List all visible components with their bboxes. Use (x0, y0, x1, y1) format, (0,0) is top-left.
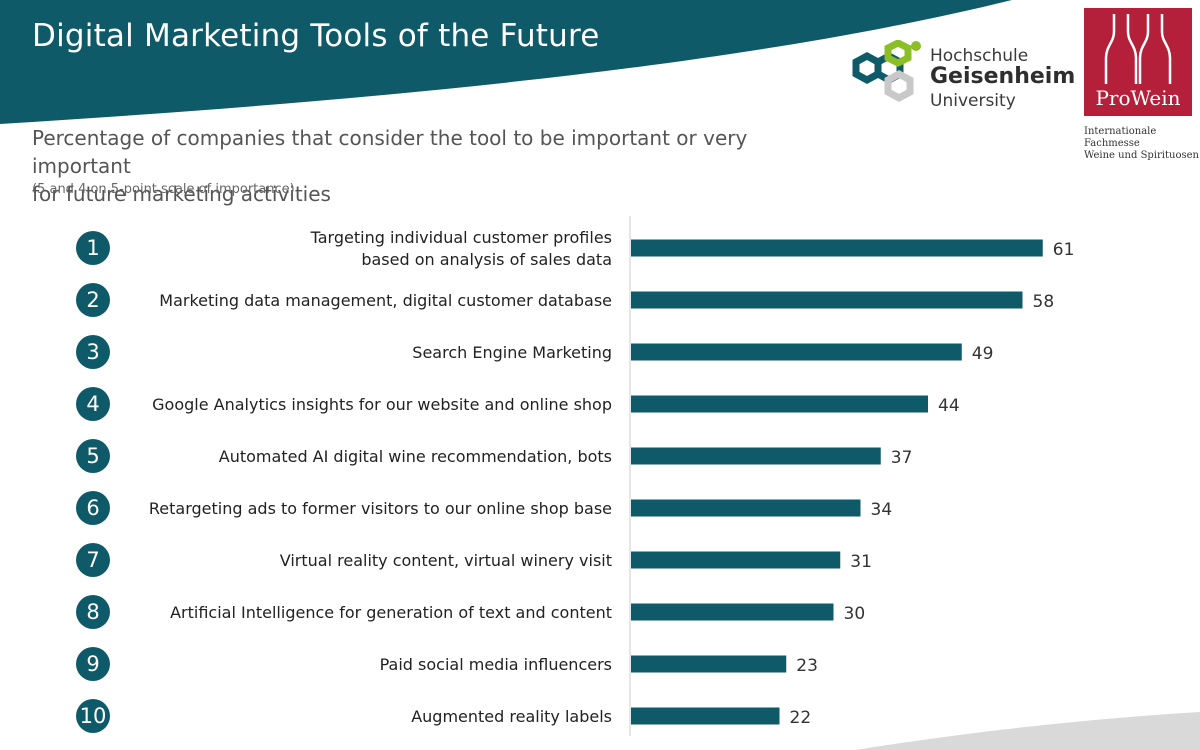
rank-number-2: 2 (86, 288, 99, 312)
value-label-3: 49 (972, 344, 994, 364)
rank-number-3: 3 (86, 340, 99, 364)
bar-8 (631, 603, 834, 621)
value-label-7: 31 (850, 552, 872, 572)
bar-10 (631, 707, 780, 725)
value-label-6: 34 (871, 500, 893, 520)
value-label-10: 22 (790, 708, 812, 728)
rank-number-8: 8 (86, 600, 99, 624)
value-label-1: 61 (1053, 240, 1075, 260)
chart-subtitle: Percentage of companies that consider th… (32, 124, 832, 208)
prowein-tagline: Internationale Fachmesse Weine und Spiri… (1084, 126, 1200, 162)
subtitle-line2: for future marketing activities (32, 182, 331, 206)
rank-number-1: 1 (86, 236, 99, 260)
bar-3 (631, 343, 962, 361)
rank-badge-8 (76, 595, 110, 629)
rank-badge-10 (76, 699, 110, 733)
prowein-name: ProWein (1095, 86, 1181, 110)
prowein-logo: ProWein (1084, 8, 1192, 116)
page-title: Digital Marketing Tools of the Future (32, 18, 600, 54)
value-label-5: 37 (891, 448, 913, 468)
bar-7 (631, 551, 841, 569)
value-label-2: 58 (1033, 292, 1055, 312)
prowein-tagline-line2: Weine und Spirituosen (1084, 150, 1199, 161)
category-label-7: Virtual reality content, virtual winery … (280, 551, 612, 570)
category-label-1-line1: Targeting individual customer profiles (310, 228, 612, 247)
prowein-tagline-line1: Internationale Fachmesse (1084, 126, 1157, 149)
category-label-6: Retargeting ads to former visitors to ou… (149, 499, 612, 518)
hgu-logo-line1: Hochschule (930, 46, 1029, 66)
value-label-9: 23 (796, 656, 818, 676)
rank-badge-4 (76, 387, 110, 421)
category-label-9: Paid social media influencers (380, 655, 612, 674)
value-label-4: 44 (938, 396, 960, 416)
rank-number-6: 6 (86, 496, 99, 520)
rank-badge-2 (76, 283, 110, 317)
hgu-logo-line3: University (930, 91, 1016, 111)
rank-badge-3 (76, 335, 110, 369)
hochschule-geisenheim-logo: Hochschule Geisenheim University (842, 40, 1077, 120)
subtitle-line1: Percentage of companies that consider th… (32, 126, 748, 178)
bar-1 (631, 239, 1043, 257)
bar-5 (631, 447, 881, 465)
category-label-10: Augmented reality labels (411, 707, 612, 726)
rank-number-9: 9 (86, 652, 99, 676)
footer-swoosh (855, 712, 1200, 750)
rank-badge-5 (76, 439, 110, 473)
rank-number-4: 4 (86, 392, 99, 416)
header-band (0, 0, 1012, 124)
rank-badge-7 (76, 543, 110, 577)
category-label-1-line2: based on analysis of sales data (361, 250, 612, 269)
bar-6 (631, 499, 861, 517)
wine-bottles-icon (1104, 14, 1172, 84)
hexagon-logo-icon (852, 40, 921, 102)
rank-number-7: 7 (86, 548, 99, 572)
bar-2 (631, 291, 1023, 309)
hgu-logo-line2: Geisenheim (930, 64, 1076, 89)
category-label-4: Google Analytics insights for our websit… (152, 395, 612, 414)
bar-4 (631, 395, 928, 413)
category-label-2: Marketing data management, digital custo… (159, 291, 612, 310)
rank-number-5: 5 (86, 444, 99, 468)
rank-badge-1 (76, 231, 110, 265)
rank-badge-9 (76, 647, 110, 681)
category-label-5: Automated AI digital wine recommendation… (219, 447, 612, 466)
value-label-8: 30 (844, 604, 866, 624)
category-label-8: Artificial Intelligence for generation o… (170, 603, 612, 622)
bar-9 (631, 655, 787, 673)
category-label-3: Search Engine Marketing (412, 343, 612, 362)
rank-badge-6 (76, 491, 110, 525)
subtitle-note: (5 and 4 on 5-point scale of importance) (32, 182, 295, 197)
rank-number-10: 10 (80, 704, 107, 728)
